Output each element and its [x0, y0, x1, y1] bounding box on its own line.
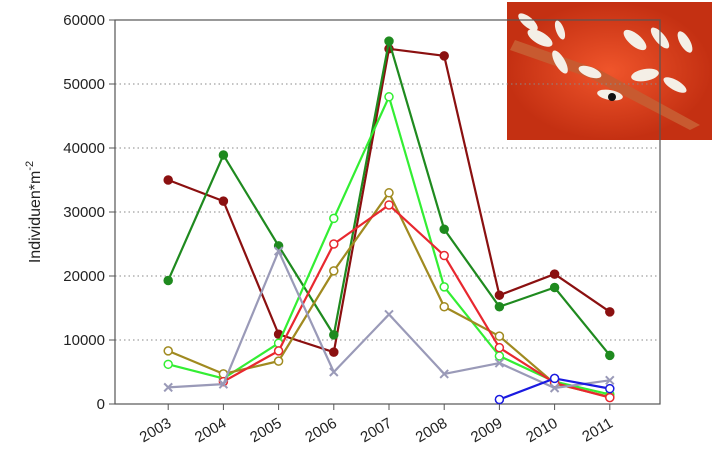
point — [164, 176, 172, 184]
point — [275, 347, 283, 355]
x-tick-label: 2006 — [302, 415, 339, 446]
point — [495, 291, 503, 299]
y-axis-label-superscript: -2 — [24, 161, 36, 171]
point — [606, 394, 614, 402]
y-tick-label: 20000 — [63, 268, 105, 285]
point — [219, 197, 227, 205]
point — [330, 240, 338, 248]
series-line — [168, 251, 610, 388]
point — [495, 344, 503, 352]
x-tick-label: 2004 — [192, 415, 229, 446]
point — [440, 252, 448, 260]
point — [330, 214, 338, 222]
point — [606, 385, 614, 393]
y-tick-label: 50000 — [63, 76, 105, 93]
series-line — [168, 193, 610, 397]
x-tick-label: 2007 — [358, 415, 395, 446]
point — [330, 267, 338, 275]
x-tick-label: 2010 — [523, 415, 560, 446]
y-tick-label: 60000 — [63, 12, 105, 29]
x-tick-label: 2003 — [137, 415, 174, 446]
x-tick-label: 2009 — [468, 415, 505, 446]
point — [551, 374, 559, 382]
point — [440, 52, 448, 60]
point — [440, 225, 448, 233]
point — [275, 357, 283, 365]
x-tick-label: 2005 — [247, 415, 284, 446]
point — [385, 93, 393, 101]
y-axis-label: Individuen*m-2 — [24, 161, 44, 263]
y-axis-label-text: Individuen*m — [27, 171, 44, 264]
point — [385, 310, 393, 318]
point — [385, 201, 393, 209]
point — [440, 303, 448, 311]
point — [606, 351, 614, 359]
x-tick-label: 2011 — [579, 415, 615, 446]
point — [495, 352, 503, 360]
point — [385, 189, 393, 197]
y-tick-label: 30000 — [63, 204, 105, 221]
point — [495, 332, 503, 340]
point — [164, 360, 172, 368]
point — [606, 308, 614, 316]
y-tick-label: 10000 — [63, 332, 105, 349]
point — [495, 303, 503, 311]
photo-inset — [507, 2, 712, 140]
point — [330, 331, 338, 339]
chart: 0 10000 20000 30000 40000 50000 60000 Individue… — [0, 0, 715, 450]
series-line — [168, 97, 610, 395]
point — [164, 347, 172, 355]
point — [330, 348, 338, 356]
point — [551, 284, 559, 292]
point — [495, 396, 503, 404]
point — [551, 270, 559, 278]
y-tick-label: 0 — [97, 396, 105, 413]
point — [440, 283, 448, 291]
x-tick-label: 2008 — [413, 415, 450, 446]
point — [330, 368, 338, 376]
series-line — [223, 205, 609, 398]
y-tick-label: 40000 — [63, 140, 105, 157]
point — [385, 37, 393, 45]
point — [164, 276, 172, 284]
point — [219, 151, 227, 159]
